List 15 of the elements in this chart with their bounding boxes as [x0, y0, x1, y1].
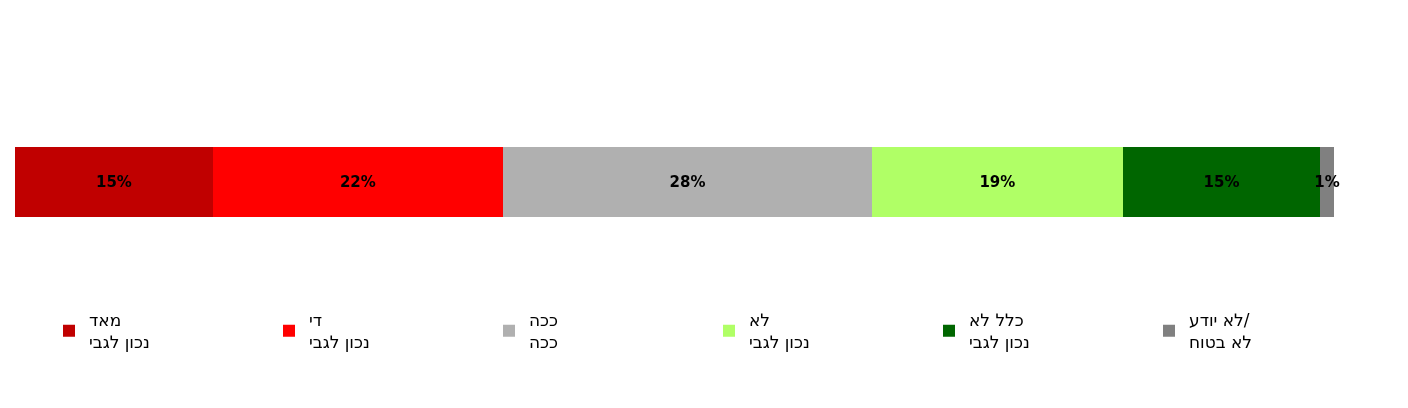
bar — [502, 146, 873, 218]
legend-label: כלל לא נכון לגבי — [969, 310, 1030, 353]
data-label: 22% — [339, 172, 376, 191]
data-label: 15% — [1203, 172, 1240, 191]
data-label: 19% — [979, 172, 1016, 191]
bar — [15, 146, 213, 218]
bar — [212, 146, 503, 218]
legend-label: לא יודע/ לא בטוח — [1189, 310, 1253, 353]
legend-label: מאד נכון לגבי — [89, 310, 150, 353]
legend-label: ככה ככה — [529, 310, 559, 353]
data-label: 28% — [669, 172, 706, 191]
legend-label: די נכון לגבי — [309, 310, 370, 353]
data-label: 15% — [95, 172, 132, 191]
legend-label: לא נכון לגבי — [749, 310, 810, 353]
bar — [872, 146, 1123, 218]
